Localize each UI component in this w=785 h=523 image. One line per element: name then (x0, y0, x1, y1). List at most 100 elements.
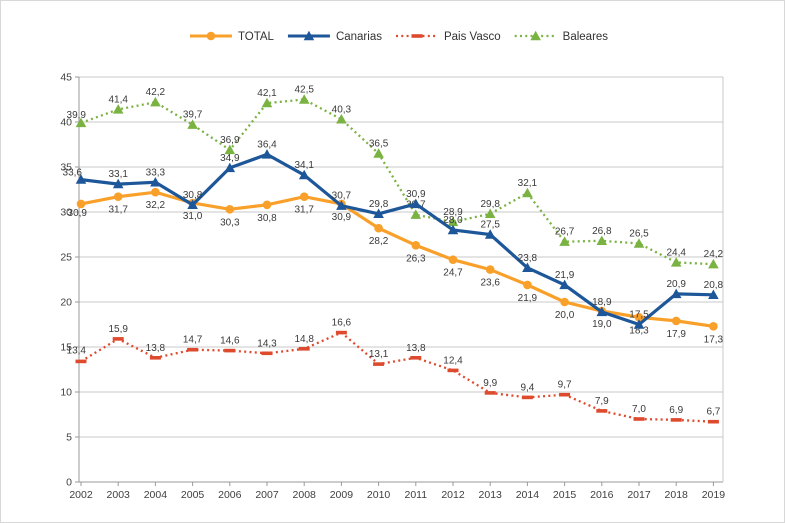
x-axis-tick-label: 2013 (479, 489, 503, 501)
x-axis-tick-label: 2012 (441, 489, 465, 501)
data-label: 36,4 (257, 139, 277, 150)
data-label: 34,9 (220, 153, 240, 164)
data-label: 14,7 (183, 335, 203, 346)
x-axis-tick-label: 2007 (255, 489, 279, 501)
data-point-marker (522, 262, 533, 272)
data-point-marker (670, 288, 682, 299)
data-label: 33,1 (108, 169, 128, 180)
legend-item-label: TOTAL (238, 31, 275, 43)
data-point-marker (298, 347, 310, 351)
data-point-marker (634, 313, 644, 322)
data-label: 30,8 (257, 213, 277, 224)
y-axis-tick-label: 10 (60, 387, 72, 399)
data-point-marker (224, 162, 236, 173)
data-label: 26,5 (629, 229, 649, 240)
data-label: 7,9 (595, 396, 609, 407)
data-label: 14,6 (220, 336, 240, 347)
data-point-marker (187, 119, 198, 129)
data-point-marker (484, 208, 496, 218)
data-point-marker (708, 289, 719, 299)
data-point-marker (447, 224, 459, 235)
data-label: 28,2 (369, 236, 389, 247)
data-label: 42,2 (146, 87, 166, 98)
data-label: 15,9 (108, 324, 128, 335)
data-label: 13,4 (67, 345, 87, 356)
y-axis-tick-label: 15 (60, 342, 72, 354)
x-axis-tick-label: 2016 (590, 489, 614, 501)
data-point-marker (299, 192, 309, 201)
y-axis-tick-label: 40 (60, 117, 72, 129)
data-point-marker (411, 34, 423, 38)
data-point-marker (484, 229, 496, 239)
data-point-marker (75, 117, 87, 128)
data-label: 39,7 (183, 110, 203, 121)
data-point-marker (113, 192, 123, 201)
data-point-marker (150, 96, 161, 107)
data-label: 28,9 (443, 207, 463, 218)
y-axis-tick-label: 30 (60, 207, 72, 219)
data-label: 30,7 (332, 191, 352, 202)
data-label: 23,8 (518, 253, 538, 264)
legend-item-total: TOTAL (189, 31, 275, 43)
gridlines: 0 5 10 15 20 25 30 35 40 45 (60, 72, 723, 489)
data-point-marker (373, 148, 384, 158)
data-label: 16,6 (332, 318, 352, 329)
data-point-marker (112, 104, 124, 114)
x-axis-tick-label: 2018 (665, 489, 689, 501)
data-point-marker (671, 316, 681, 326)
data-label: 18,9 (592, 297, 612, 308)
data-point-marker (522, 187, 533, 198)
legend-item-pais-vasco: Pais Vasco (395, 31, 501, 43)
data-label: 6,7 (706, 407, 720, 418)
data-point-marker (75, 174, 87, 184)
data-point-marker (523, 280, 532, 290)
data-point-marker (484, 391, 496, 395)
data-point-marker (261, 351, 273, 356)
data-label: 28,0 (443, 215, 463, 226)
data-label: 14,8 (294, 334, 314, 345)
data-point-marker (448, 255, 458, 264)
data-label: 26,8 (592, 226, 612, 237)
data-point-marker (224, 144, 236, 155)
x-axis-tick-label: 2015 (553, 489, 577, 501)
y-axis-tick-label: 45 (60, 72, 72, 84)
data-point-marker (709, 322, 718, 331)
legend-item-label: Pais Vasco (444, 31, 501, 43)
data-label: 21,9 (555, 270, 575, 281)
data-label: 6,9 (669, 405, 683, 416)
series-pais-vasco: 13,4 15,9 13,8 14,7 14,6 14,3 14,8 16,6 13,1 13,8… (67, 318, 721, 424)
data-label: 24,7 (443, 268, 463, 279)
data-label: 31,0 (183, 211, 203, 222)
data-point-marker (373, 362, 385, 366)
data-label: 32,1 (518, 178, 538, 189)
legend-item-label: Canarias (336, 31, 382, 43)
data-point-marker (262, 200, 272, 210)
data-point-marker (559, 279, 570, 290)
x-axis-tick-label: 2019 (702, 489, 726, 501)
data-label: 41,4 (108, 94, 128, 105)
axes: 2002 2003 2004 2005 2006 2007 2008 2009 2010 2011… (69, 77, 725, 501)
data-point-marker (521, 395, 533, 400)
data-label: 7,0 (632, 404, 646, 415)
data-point-marker (410, 198, 422, 209)
data-point-marker (596, 409, 608, 413)
x-axis-tick-label: 2010 (367, 489, 391, 501)
data-point-marker (224, 348, 236, 353)
data-point-marker (149, 356, 161, 360)
data-point-marker (633, 238, 645, 248)
x-axis-tick-label: 2006 (218, 489, 242, 501)
data-label: 20,8 (704, 280, 724, 291)
data-label: 33,6 (63, 168, 83, 179)
data-point-marker (298, 94, 310, 104)
data-label: 26,3 (406, 253, 426, 264)
data-label: 18,3 (629, 325, 649, 336)
data-point-marker (670, 418, 682, 422)
data-point-marker (112, 178, 124, 189)
data-point-marker (410, 209, 422, 219)
data-label: 12,4 (443, 355, 463, 366)
data-label: 9,4 (520, 382, 534, 393)
data-label: 13,8 (146, 343, 166, 354)
data-point-marker (708, 258, 719, 269)
